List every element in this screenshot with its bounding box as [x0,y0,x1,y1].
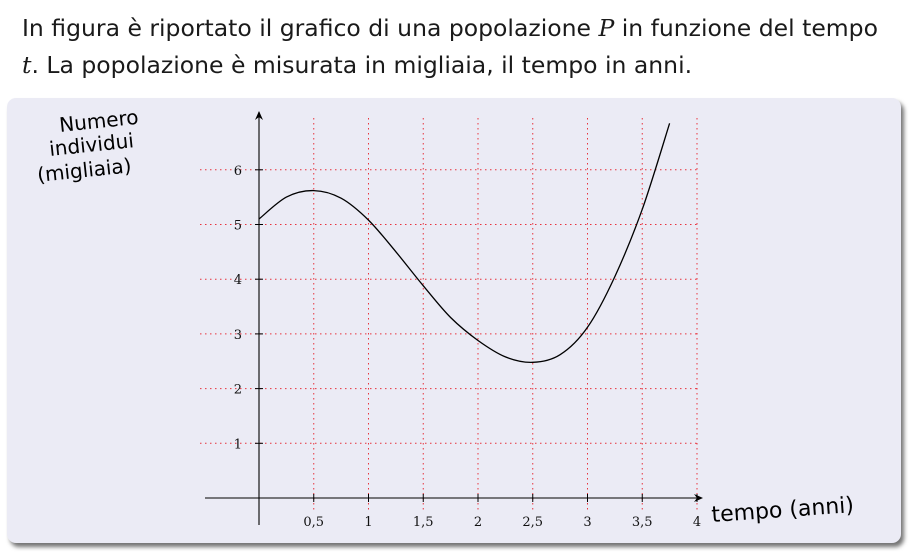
axes [205,111,703,525]
y-tick-label: 1 [234,437,242,452]
intro-text: In figura è riportato il grafico di una … [22,10,902,84]
x-tick-label: 4 [693,515,701,530]
grid [200,118,700,510]
intro-part1: In figura è riportato il grafico di una … [22,14,599,42]
y-tick-label: 3 [234,328,242,343]
x-axis-label: tempo (anni) [711,493,855,528]
variable-t: t [22,51,32,79]
y-tick-label: 6 [234,164,242,179]
y-tick-label: 5 [234,219,242,234]
x-tick-label: 3,5 [632,515,653,530]
series [258,123,671,363]
intro-part3: . La popolazione è misurata in migliaia,… [31,51,693,79]
population-curve [258,123,671,363]
intro-part2: in funzione del tempo [614,14,878,42]
y-tick-label: 2 [234,383,242,398]
variable-p: P [598,14,615,42]
x-tick-label: 2,5 [522,515,543,530]
y-tick-label: 4 [234,273,242,288]
x-tick-label: 2 [474,515,482,530]
x-tick-label: 1 [364,515,372,530]
x-tick-label: 0,5 [303,515,324,530]
tick-labels: 0,5 1 1,5 2 2,5 3 3,5 4 1 2 3 4 5 6 [234,164,701,530]
x-tick-label: 3 [583,515,591,530]
x-tick-label: 1,5 [413,515,434,530]
